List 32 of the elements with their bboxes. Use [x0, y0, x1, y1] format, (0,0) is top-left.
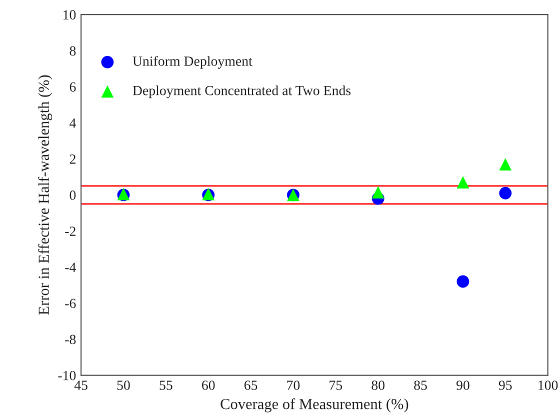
x-tick-label: 60 — [202, 380, 215, 390]
x-tick-label: 85 — [414, 380, 427, 390]
y-tick-label: 0 — [70, 190, 76, 200]
point — [456, 176, 470, 189]
y-tick-label: 4 — [70, 118, 76, 128]
x-tick-label: 65 — [244, 380, 258, 390]
x-tick-label: 90 — [456, 380, 470, 390]
x-tick-label: 75 — [330, 380, 342, 390]
y-tick-label: -10 — [58, 370, 76, 380]
x-tick-label: 50 — [117, 380, 130, 390]
x-axis-title: Coverage of Measurement (%) — [220, 398, 408, 412]
x-tick-label: 45 — [74, 380, 88, 390]
y-tick-label: -2 — [65, 226, 76, 236]
x-tick-label: 55 — [160, 380, 172, 390]
y-tick-label: -8 — [65, 334, 76, 344]
point — [499, 158, 512, 170]
legend-label: Deployment Concentrated at Two Ends — [132, 85, 351, 98]
y-tick-label: 8 — [70, 46, 76, 56]
y-tick-label: 6 — [70, 82, 76, 92]
y-axis-title: Error in Effective Half-wavelength (%) — [38, 75, 52, 315]
y-tick-label: -4 — [65, 262, 76, 272]
legend-label: Uniform Deployment — [132, 56, 252, 69]
point — [456, 275, 470, 288]
y-tick-label: 2 — [70, 154, 76, 164]
point — [372, 186, 384, 198]
x-tick-label: 80 — [372, 380, 384, 390]
x-tick-label: 70 — [287, 380, 300, 390]
y-tick-label: 10 — [64, 10, 76, 20]
y-tick-label: -6 — [65, 298, 76, 308]
x-tick-label: 100 — [538, 380, 558, 390]
point — [499, 186, 512, 200]
x-tick-label: 95 — [498, 380, 512, 390]
